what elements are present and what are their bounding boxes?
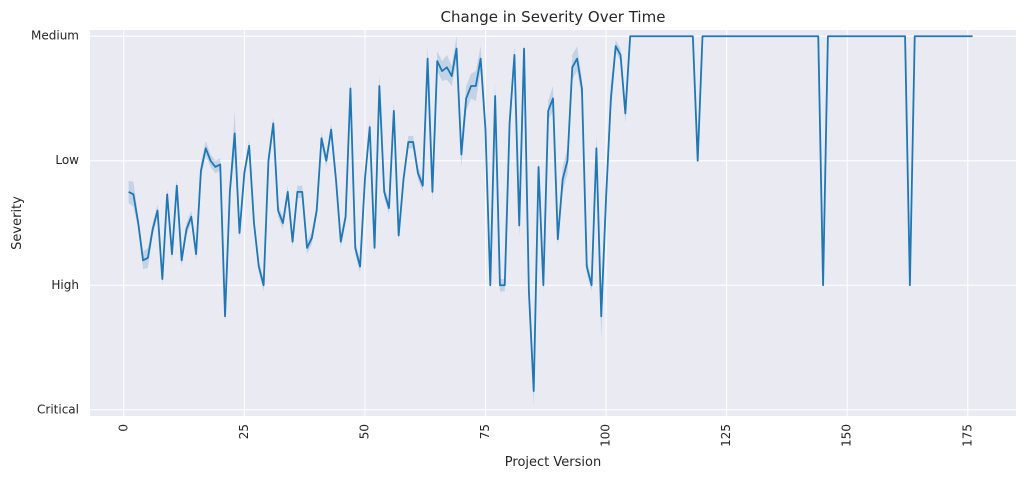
x-tick-label: 50 bbox=[357, 424, 371, 439]
x-tick-labels: 0 25 50 75 100 125 150 175 bbox=[116, 424, 974, 447]
y-tick-label: Critical bbox=[37, 402, 79, 416]
x-tick-label: 25 bbox=[237, 424, 251, 439]
x-axis-label: Project Version bbox=[505, 455, 601, 470]
chart-title: Change in Severity Over Time bbox=[441, 8, 666, 26]
x-tick-label: 0 bbox=[116, 424, 130, 432]
x-tick-label: 75 bbox=[478, 424, 492, 439]
grid-lines bbox=[90, 30, 1016, 416]
x-tick-label: 125 bbox=[719, 424, 733, 447]
x-tick-label: 150 bbox=[840, 424, 854, 447]
series-line bbox=[128, 35, 973, 392]
y-tick-labels: Critical High Low Medium bbox=[31, 29, 79, 417]
y-tick-label: High bbox=[51, 278, 79, 292]
x-tick-label: 175 bbox=[960, 424, 974, 447]
x-tick-label: 100 bbox=[599, 424, 613, 447]
y-tick-label: Medium bbox=[31, 29, 79, 43]
y-axis-label: Severity bbox=[10, 196, 25, 250]
confidence-band bbox=[128, 36, 973, 407]
y-tick-label: Low bbox=[55, 153, 79, 167]
